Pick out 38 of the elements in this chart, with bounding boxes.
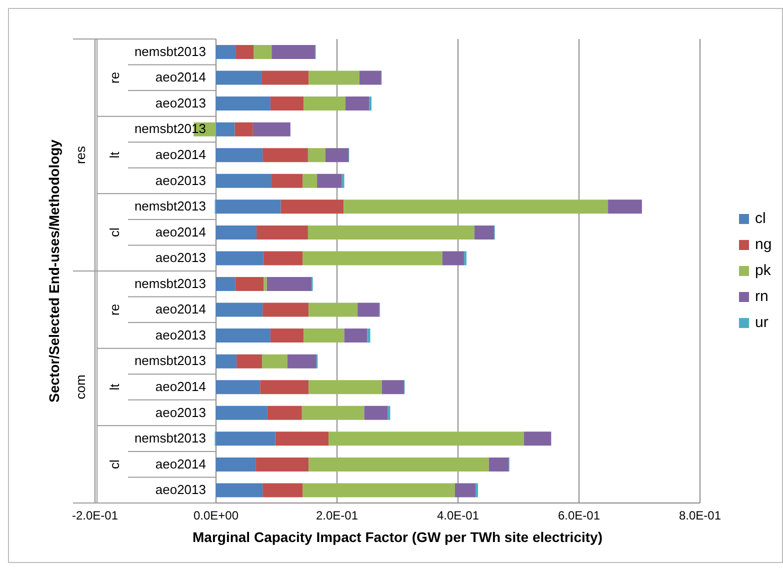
y-tick-label: nemsbt2013 [134,198,206,214]
x-axis-title: Marginal Capacity Impact Factor (GW per TWh site electricity) [192,529,602,545]
y-tick-label: nemsbt2013 [134,353,206,368]
text: com [73,374,88,400]
y-tick-label: nemsbt2013 [134,430,206,446]
legend-label: pk [755,261,771,281]
y-tick-label: aeo2013 [155,172,206,188]
x-tick-label: 6.0E-01 [558,508,600,523]
y-tick-label: aeo2014 [155,302,206,317]
y-axis-title: Sector/Selected End-uses/Methodology [46,139,62,402]
annotation: re [107,304,122,316]
annotation: cl [107,460,122,470]
annotation: lt [107,151,122,158]
annotation: lt [107,383,122,390]
y-tick-label: aeo2013 [155,327,206,342]
y-tick-label: aeo2014 [155,379,206,394]
x-tick-label: -2.0E-01 [72,508,118,523]
legend-label: cl [755,209,766,229]
y-tick-label: aeo2014 [155,70,206,85]
annotation: re [107,72,122,84]
y-tick-label: nemsbt2013 [134,276,206,291]
x-tick-label: 8.0E-01 [678,508,722,523]
y-tick-label: aeo2014 [155,456,206,472]
y-tick-label: aeo2013 [155,404,206,420]
y-tick-label: nemsbt2013 [134,44,206,59]
x-tick-label: 4.0E-01 [436,508,480,523]
legend-label: ur [755,313,768,333]
y-tick-label: aeo2013 [155,482,206,498]
y-tick-label: aeo2013 [155,95,206,110]
y-tick-label: aeo2014 [155,147,206,162]
text: res [73,145,88,164]
annotation: cl [107,228,122,238]
legend-label: rn [755,287,768,307]
y-tick-label: aeo2014 [155,224,206,240]
x-tick-label: 2.0E-01 [316,508,358,523]
y-tick-label: aeo2013 [155,250,206,266]
x-tick-label: 0.0E+00 [193,508,239,523]
legend-label: ng [755,235,772,255]
